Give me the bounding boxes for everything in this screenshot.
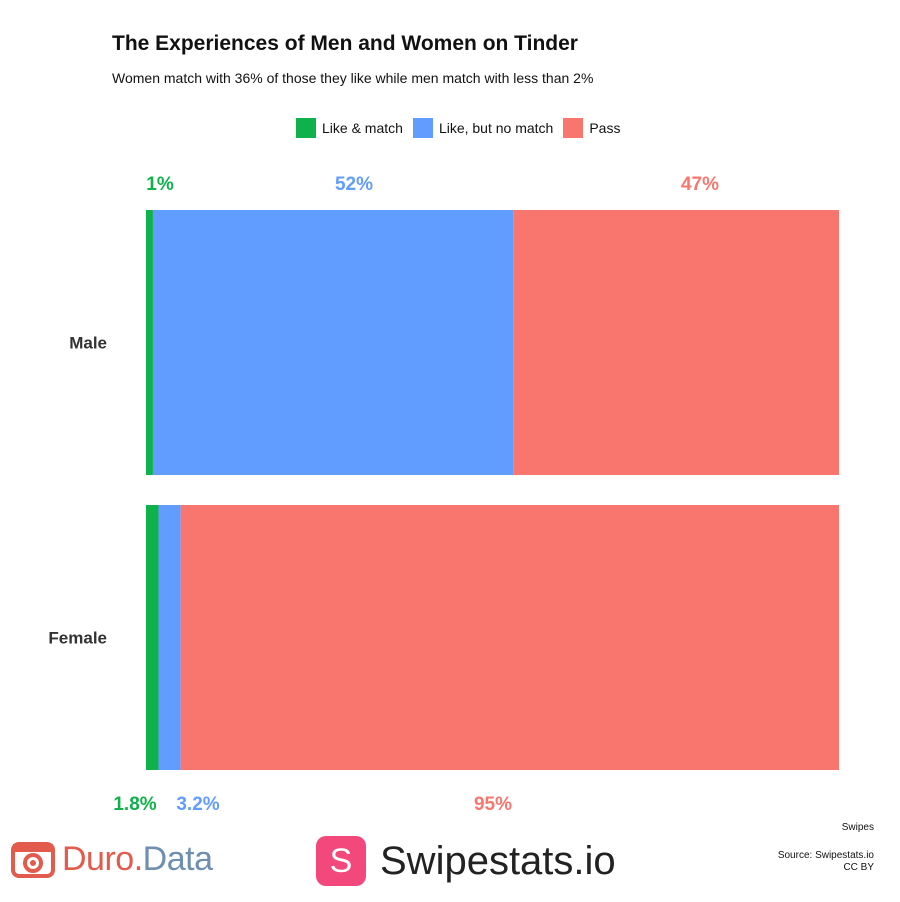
bar-segment-male-2 [513, 210, 839, 475]
swipestats-badge-icon: S [316, 836, 366, 886]
bar-segment-male-0 [146, 210, 153, 475]
legend-item-like-no-match: Like, but no match [412, 118, 554, 138]
footer-license: CC BY [843, 862, 874, 873]
legend: Like & match Like, but no match Pass [296, 118, 630, 138]
data-label-female-2: 95% [474, 794, 512, 815]
legend-label-like-match: Like & match [322, 120, 403, 136]
chart-subtitle: Women match with 36% of those they like … [112, 70, 594, 86]
category-label-male: Male [69, 334, 107, 353]
legend-item-like-match: Like & match [296, 118, 403, 138]
camera-icon [11, 842, 55, 878]
legend-swatch-like-match [296, 118, 316, 138]
legend-label-pass: Pass [589, 120, 621, 136]
bar-segment-female-2 [180, 505, 839, 770]
data-label-male-1: 52% [335, 174, 373, 195]
legend-label-like-no-match: Like, but no match [438, 120, 554, 136]
legend-item-pass: Pass [563, 118, 620, 138]
bar-segment-male-1 [152, 210, 514, 475]
data-label-female-1: 3.2% [176, 794, 219, 815]
category-label-female: Female [48, 629, 107, 648]
legend-swatch-like-no-match [412, 118, 433, 138]
swipestats-logo: S Swipestats.io [316, 836, 616, 886]
stacked-bar-chart: Male Female 1% 52% 47% 1.8% 3.2% 95% [48, 174, 839, 815]
data-label-male-0: 1% [146, 174, 174, 195]
footer-caption: Swipes [841, 822, 874, 833]
bar-segment-female-1 [158, 505, 181, 770]
data-label-female-0: 1.8% [113, 794, 156, 815]
duro-data-logo: Duro.Data [10, 838, 213, 880]
legend-swatch-pass [563, 118, 584, 138]
swipestats-wordmark: Swipestats.io [380, 838, 616, 883]
data-label-male-2: 47% [681, 174, 719, 195]
footer-source: Source: Swipestats.io [777, 850, 874, 861]
duro-data-wordmark: Duro.Data [62, 839, 213, 878]
chart-title: The Experiences of Men and Women on Tind… [112, 32, 578, 55]
bar-segment-female-0 [146, 505, 159, 770]
